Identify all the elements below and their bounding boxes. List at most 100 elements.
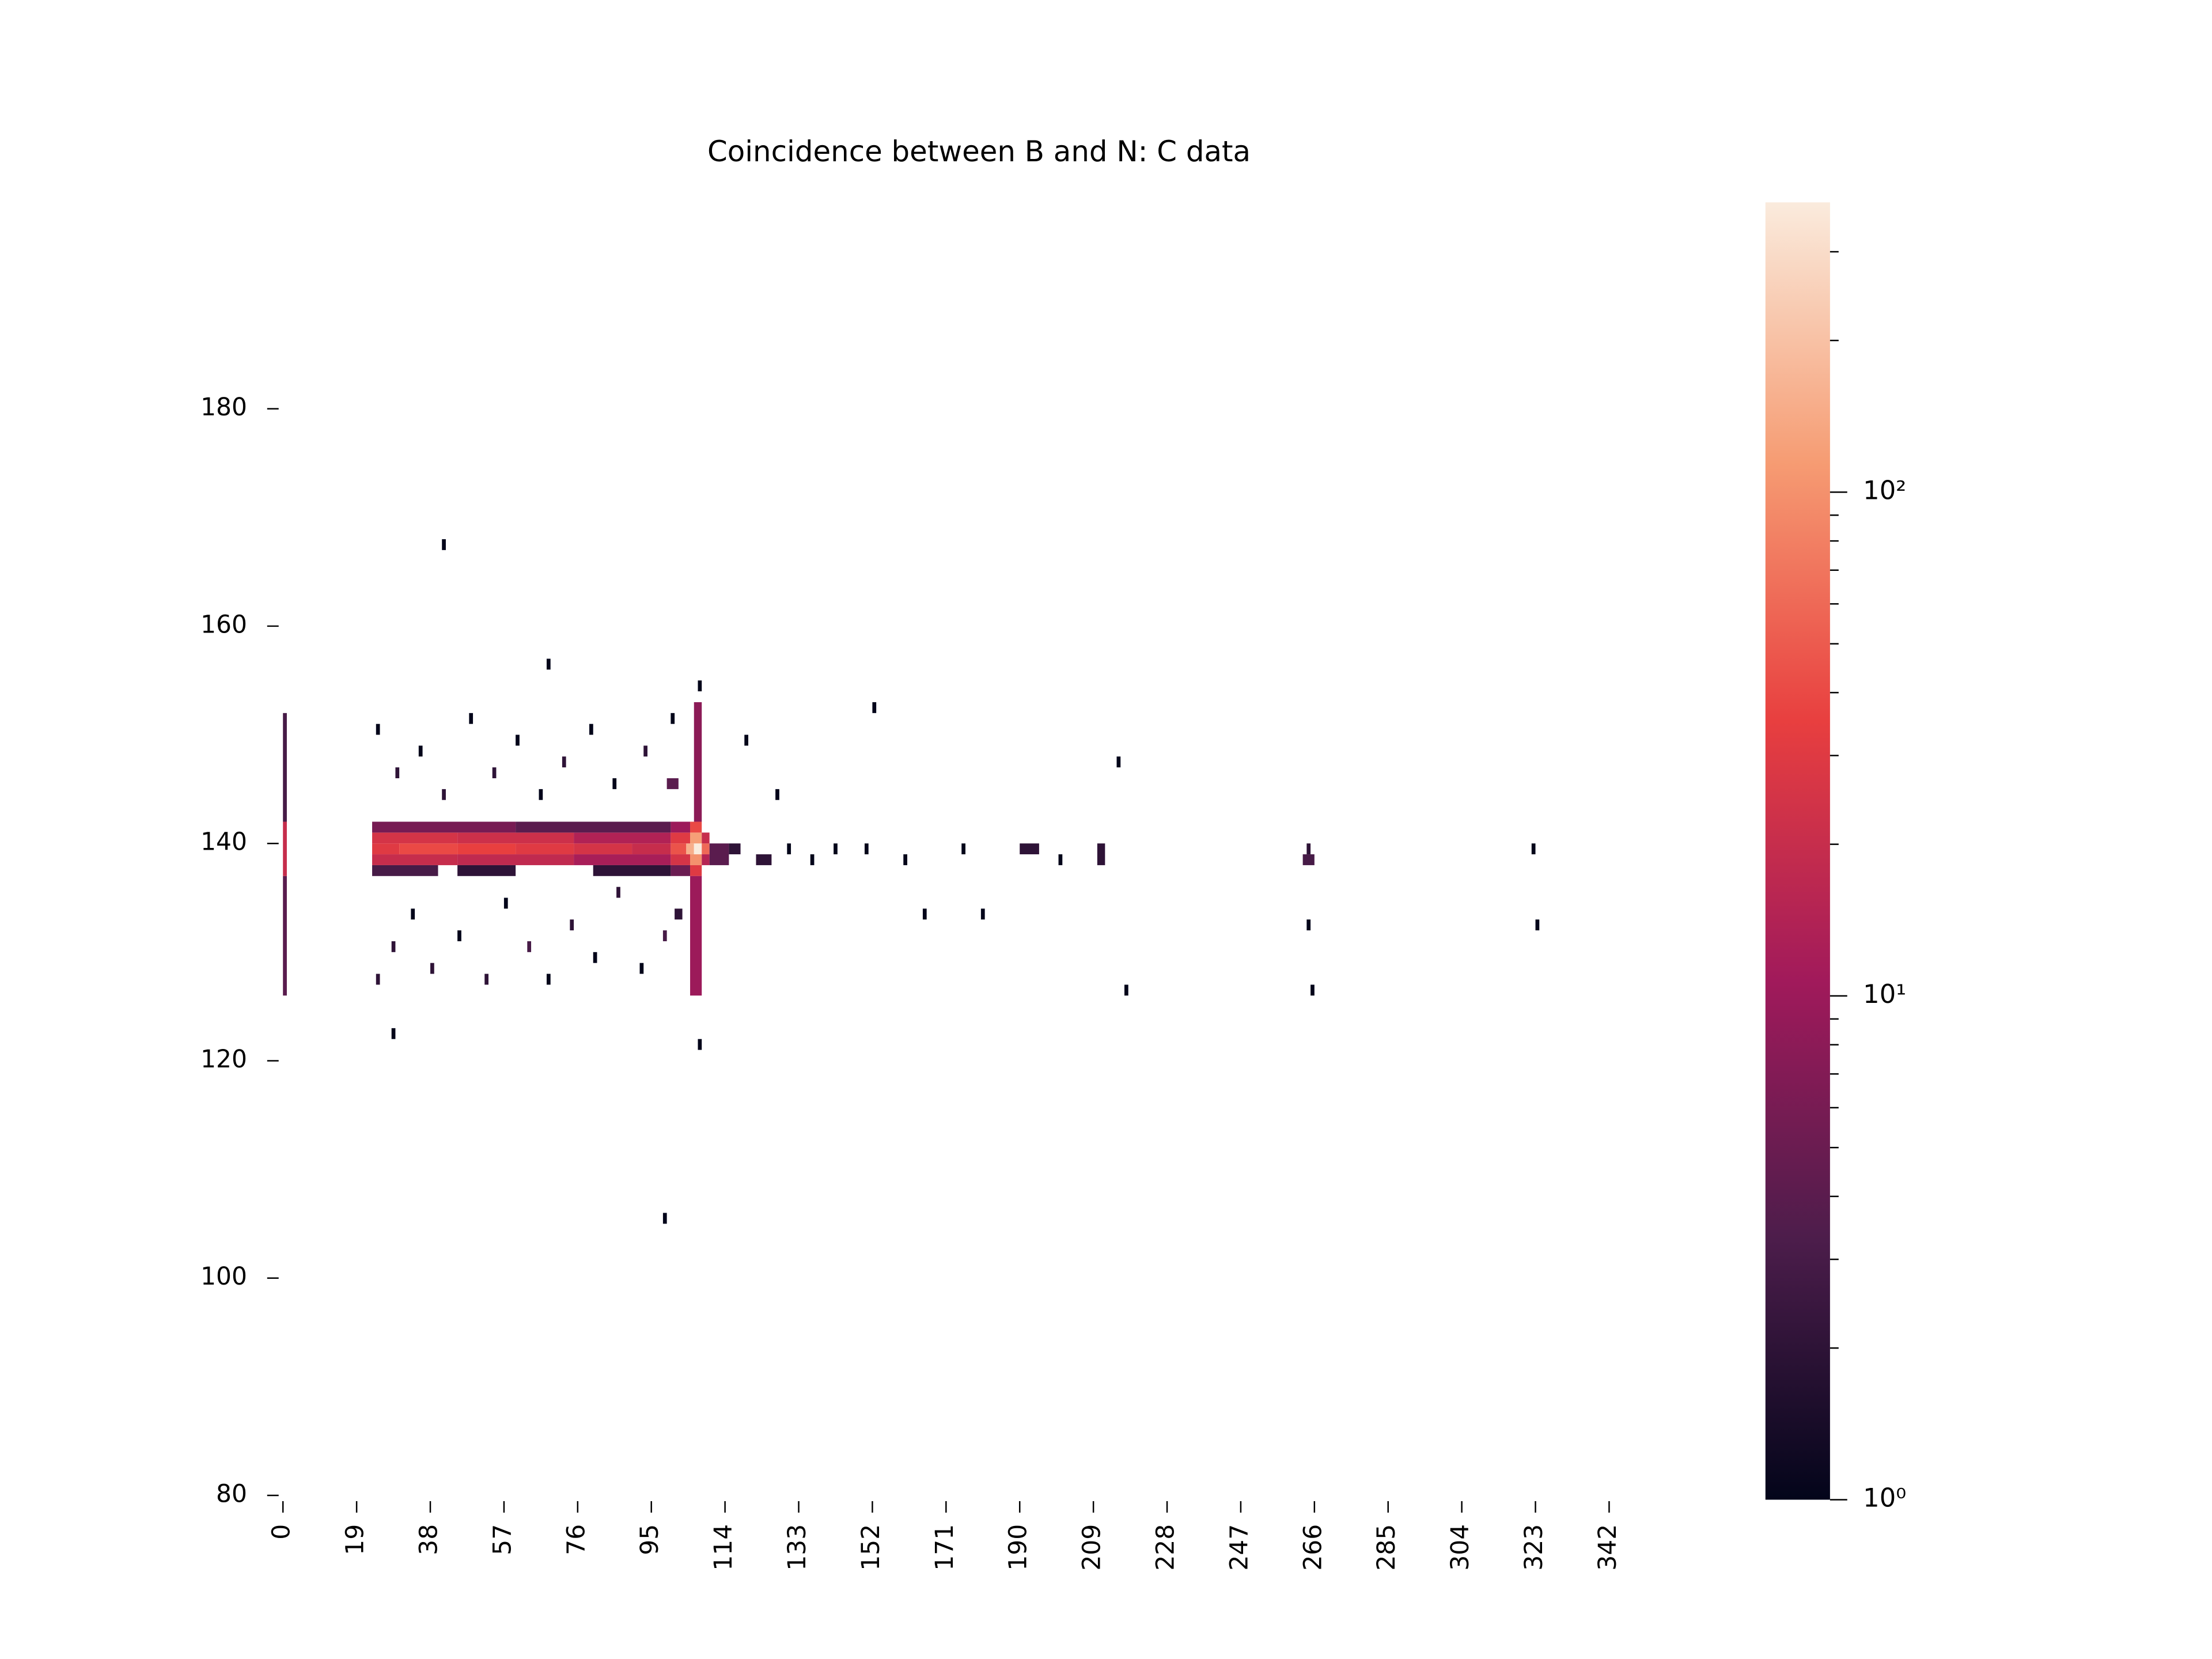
x-tick-label: 76 xyxy=(562,1524,590,1555)
heatmap-cell xyxy=(903,854,908,865)
x-tick-label: 0 xyxy=(267,1524,296,1540)
x-tick-label: 152 xyxy=(857,1524,885,1571)
colorbar xyxy=(1765,202,1830,1500)
heatmap-cell xyxy=(457,865,516,876)
x-tick-label: 266 xyxy=(1298,1524,1327,1571)
heatmap-cell xyxy=(372,854,458,865)
chart-title: Coincidence between B and N: C data xyxy=(707,135,1251,168)
heatmap-cell xyxy=(744,734,749,746)
heatmap-cell xyxy=(639,963,644,974)
heatmap-cell xyxy=(593,865,671,876)
x-tick-label: 247 xyxy=(1225,1524,1253,1571)
heatmap-cell xyxy=(709,843,729,865)
heatmap-cell xyxy=(690,821,702,833)
heatmap-cell xyxy=(546,974,551,985)
y-tick-label: 100 xyxy=(200,1262,247,1290)
heatmap-cell xyxy=(283,713,287,822)
x-tick-label: 171 xyxy=(930,1524,959,1571)
heatmap-cell xyxy=(492,767,497,779)
heatmap-cell xyxy=(675,908,683,920)
y-tick-label: 120 xyxy=(200,1045,247,1073)
heatmap-cell xyxy=(872,702,877,713)
heatmap-cell xyxy=(391,1028,396,1039)
heatmap-cell xyxy=(810,854,815,865)
heatmap-cell xyxy=(1097,843,1105,865)
heatmap-cell xyxy=(570,919,574,931)
heatmap-cell xyxy=(698,680,702,692)
heatmap-cell xyxy=(457,854,574,865)
heatmap-cell xyxy=(391,941,396,952)
heatmap-cell xyxy=(864,843,869,855)
y-tick-label: 80 xyxy=(216,1479,247,1508)
x-tick-label: 57 xyxy=(488,1524,516,1555)
heatmap-cell xyxy=(787,843,791,855)
heatmap-cell xyxy=(686,843,694,855)
heatmap-cell xyxy=(1306,919,1311,931)
heatmap-cell xyxy=(1302,854,1315,865)
heatmap-cell xyxy=(516,734,520,746)
heatmap-cell xyxy=(430,963,434,974)
heatmap-cell xyxy=(961,843,965,855)
heatmap-cell xyxy=(457,832,574,844)
heatmap-cell xyxy=(1116,756,1121,768)
heatmap-cell xyxy=(593,952,597,963)
x-tick-label: 38 xyxy=(415,1524,443,1555)
heatmap-cell xyxy=(694,702,702,822)
heatmap-cell xyxy=(376,724,380,735)
heatmap-cell xyxy=(690,854,702,865)
heatmap-cell xyxy=(457,930,461,941)
colorbar-tick-label: 10⁰ xyxy=(1863,1482,1906,1513)
heatmap-cell xyxy=(418,745,423,757)
x-tick-label: 95 xyxy=(635,1524,664,1555)
heatmap-cell xyxy=(372,865,438,876)
heatmap-cell xyxy=(283,876,287,996)
heatmap-cell xyxy=(643,745,647,757)
heatmap-cell xyxy=(1531,843,1536,855)
y-tick-label: 180 xyxy=(200,393,247,421)
x-tick-label: 190 xyxy=(1004,1524,1032,1571)
heatmap-cell xyxy=(756,854,772,865)
heatmap-cell xyxy=(574,832,671,844)
heatmap-cell xyxy=(671,854,691,865)
x-tick-label: 285 xyxy=(1372,1524,1400,1571)
heatmap-cell xyxy=(980,908,985,920)
heatmap-cell xyxy=(662,1213,667,1224)
heatmap-cell xyxy=(562,756,566,768)
heatmap-cell xyxy=(503,897,508,909)
heatmap-cell xyxy=(702,854,710,865)
heatmap-cell xyxy=(834,843,838,855)
heatmap-cell xyxy=(469,713,474,724)
heatmap-cell xyxy=(671,865,691,876)
heatmap-cell xyxy=(616,887,620,898)
heatmap-cell xyxy=(457,843,516,855)
colorbar-tick-label: 10² xyxy=(1863,475,1906,505)
heatmap-cell xyxy=(702,843,710,855)
heatmap-cell xyxy=(527,941,532,952)
x-tick-label: 342 xyxy=(1593,1524,1622,1571)
heatmap-cell xyxy=(671,832,691,844)
heatmap-cell xyxy=(1535,919,1540,931)
heatmap-cell xyxy=(922,908,927,920)
heatmap-cell xyxy=(539,789,543,800)
heatmap-cell xyxy=(372,832,458,844)
heatmap-cell xyxy=(574,843,632,855)
heatmap-cell xyxy=(411,908,415,920)
colorbar-tick-label: 10¹ xyxy=(1863,979,1906,1009)
heatmap-cell xyxy=(372,843,400,855)
heatmap-cell xyxy=(632,843,671,855)
heatmap-cell xyxy=(516,821,671,833)
y-tick-label: 160 xyxy=(200,610,247,638)
heatmap-cell xyxy=(1058,854,1063,865)
x-tick-label: 209 xyxy=(1078,1524,1106,1571)
heatmap-cell xyxy=(395,767,400,779)
heatmap-cell xyxy=(690,865,702,876)
heatmap-cell xyxy=(283,821,287,876)
heatmap-cell xyxy=(694,843,702,855)
heatmap-cell xyxy=(671,821,691,833)
x-tick-label: 228 xyxy=(1152,1524,1180,1571)
heatmap-cell xyxy=(442,789,446,800)
heatmap-cell xyxy=(1020,843,1039,855)
heatmap-cell xyxy=(1124,984,1128,996)
heatmap-cell xyxy=(662,930,667,941)
